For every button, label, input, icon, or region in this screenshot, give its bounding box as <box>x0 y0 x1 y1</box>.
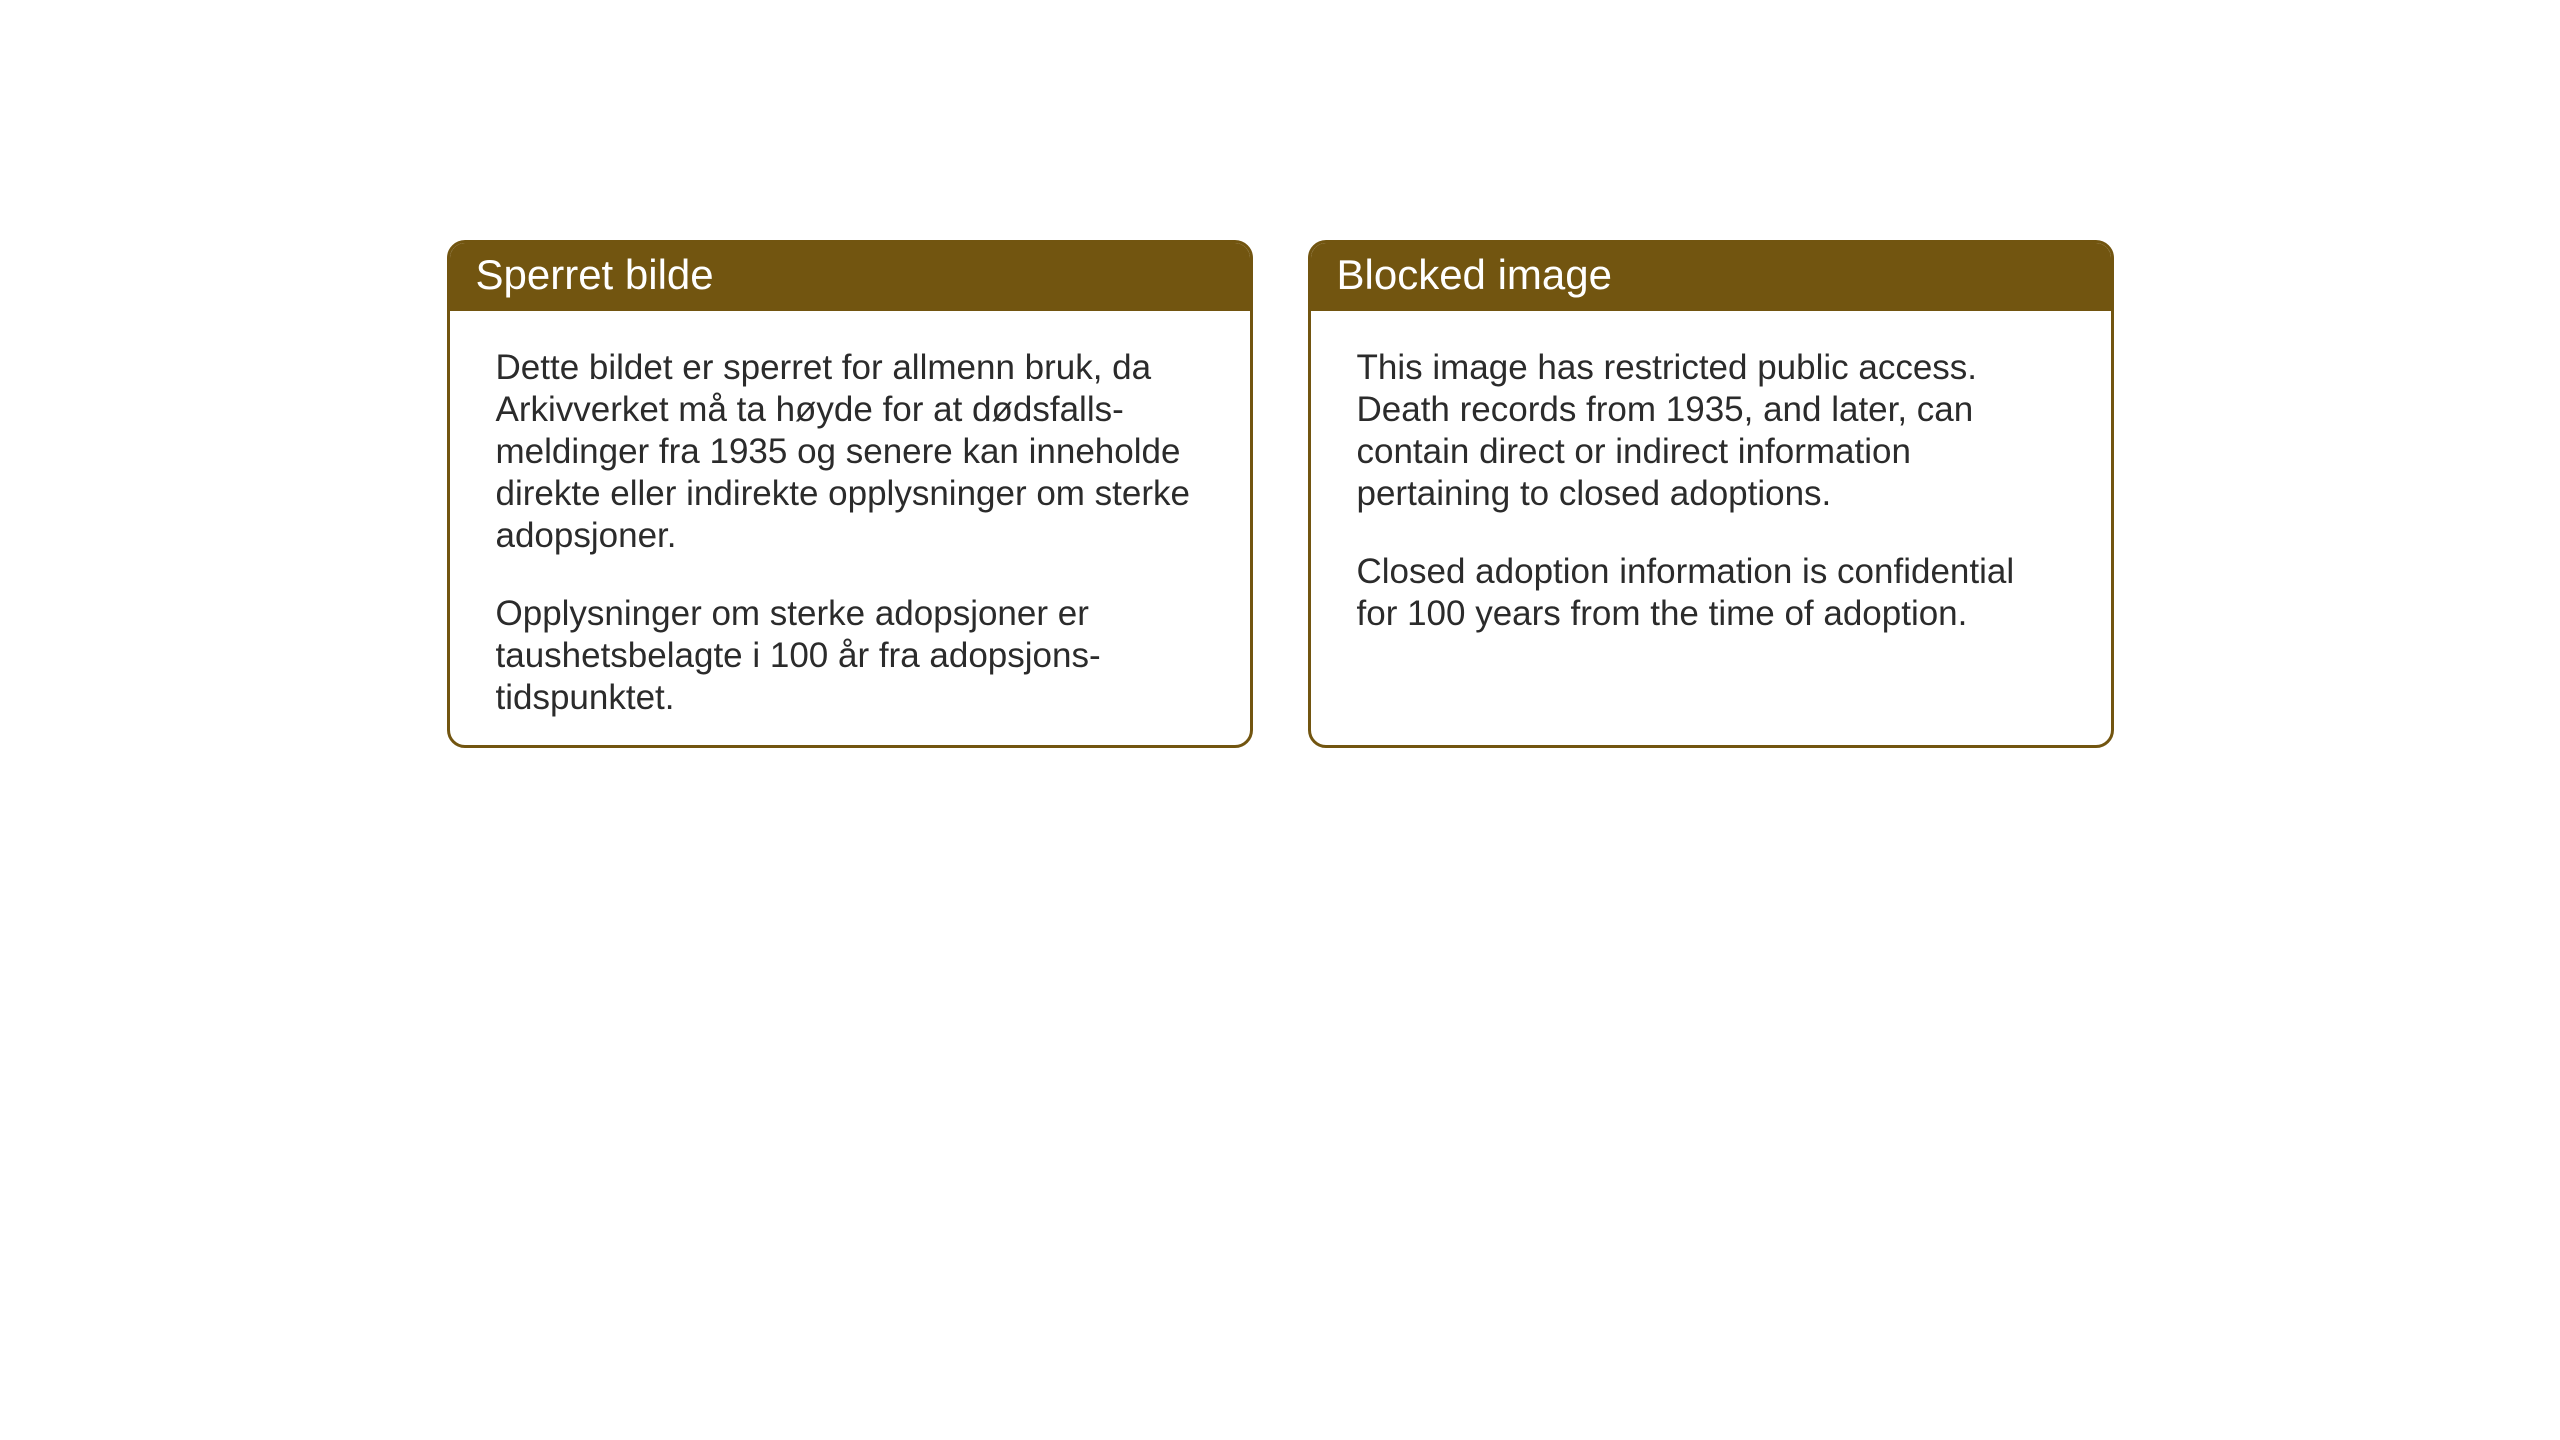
card-norwegian: Sperret bilde Dette bildet er sperret fo… <box>447 240 1253 748</box>
paragraph-text: Opplysninger om sterke adopsjoner er tau… <box>496 593 1204 719</box>
paragraph-text: This image has restricted public access.… <box>1357 347 2065 515</box>
paragraph-text: Closed adoption information is confident… <box>1357 551 2065 635</box>
card-container: Sperret bilde Dette bildet er sperret fo… <box>447 240 2114 1440</box>
paragraph-text: Dette bildet er sperret for allmenn bruk… <box>496 347 1204 557</box>
card-body-norwegian: Dette bildet er sperret for allmenn bruk… <box>450 311 1250 748</box>
card-header-english: Blocked image <box>1311 243 2111 311</box>
card-english: Blocked image This image has restricted … <box>1308 240 2114 748</box>
card-body-english: This image has restricted public access.… <box>1311 311 2111 665</box>
card-header-norwegian: Sperret bilde <box>450 243 1250 311</box>
